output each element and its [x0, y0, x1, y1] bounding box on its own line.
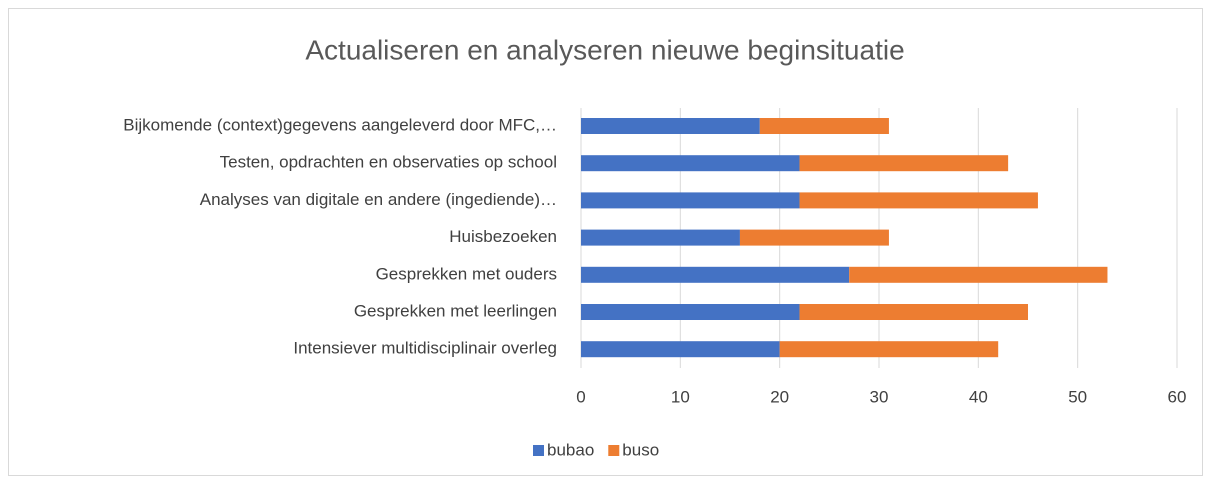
bar — [581, 304, 800, 320]
x-tick-label: 10 — [671, 387, 690, 406]
bar — [581, 341, 780, 358]
y-tick-label: Analyses van digitale en andere (ingedie… — [200, 190, 557, 209]
bar — [581, 266, 850, 283]
bar — [849, 266, 1108, 283]
legend-swatch — [608, 445, 620, 456]
chart-title: Actualiseren en analyseren nieuwe begins… — [305, 34, 904, 65]
y-tick-label: Intensiever multidisciplinair overleg — [293, 339, 557, 358]
bar — [779, 341, 999, 358]
bar — [581, 118, 760, 134]
legend-label: buso — [622, 440, 659, 459]
legend-label: bubao — [547, 440, 594, 459]
bar — [739, 229, 889, 246]
y-tick-label: Testen, opdrachten en observaties op sch… — [220, 153, 557, 172]
bar — [759, 118, 889, 134]
y-tick-label: Bijkomende (context)gegevens aangeleverd… — [123, 115, 557, 134]
bar — [581, 229, 740, 246]
x-tick-label: 60 — [1168, 387, 1187, 406]
x-tick-label: 30 — [870, 387, 889, 406]
y-tick-label: Gesprekken met leerlingen — [354, 301, 557, 320]
x-tick-label: 50 — [1068, 387, 1087, 406]
x-tick-label: 0 — [576, 387, 585, 406]
bar — [799, 155, 1009, 172]
y-tick-label: Gesprekken met ouders — [376, 264, 557, 283]
bar — [581, 155, 800, 172]
legend-swatch — [533, 445, 544, 456]
y-tick-label: Huisbezoeken — [449, 227, 557, 246]
x-tick-label: 40 — [969, 387, 988, 406]
bar — [581, 192, 800, 209]
bar — [799, 192, 1038, 209]
bar — [799, 304, 1028, 320]
x-tick-label: 20 — [770, 387, 789, 406]
